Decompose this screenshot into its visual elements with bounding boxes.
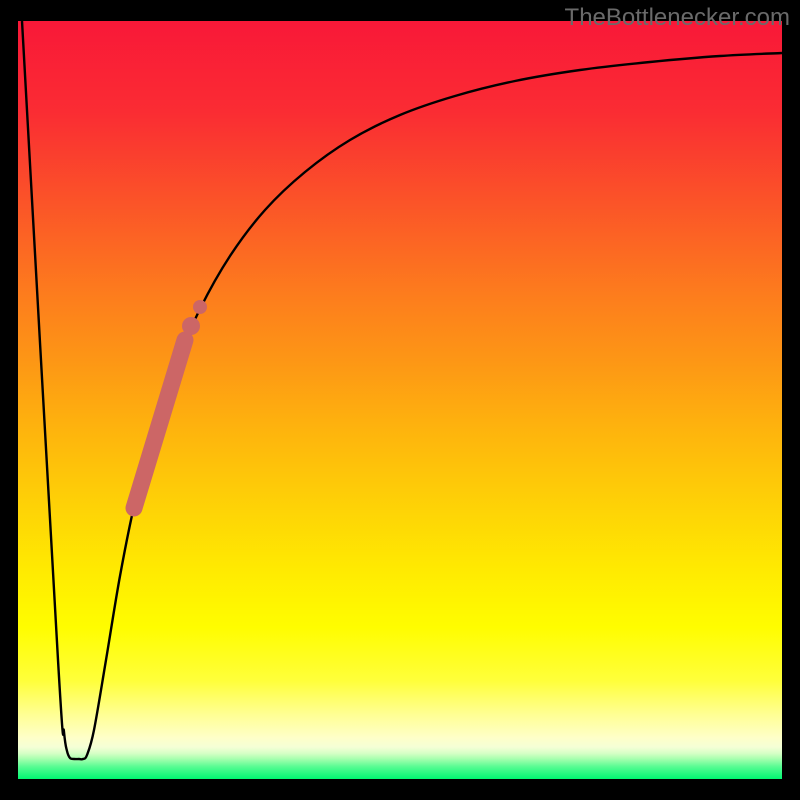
attribution-text: TheBottlenecker.com bbox=[565, 4, 790, 32]
highlight-dot bbox=[182, 317, 200, 335]
border-bottom bbox=[0, 779, 800, 800]
bottleneck-chart: TheBottlenecker.com bbox=[0, 0, 800, 800]
highlight-dot bbox=[193, 300, 207, 314]
border-left bbox=[0, 0, 18, 800]
chart-svg bbox=[0, 0, 800, 800]
plot-background bbox=[18, 21, 782, 779]
border-right bbox=[782, 0, 800, 800]
